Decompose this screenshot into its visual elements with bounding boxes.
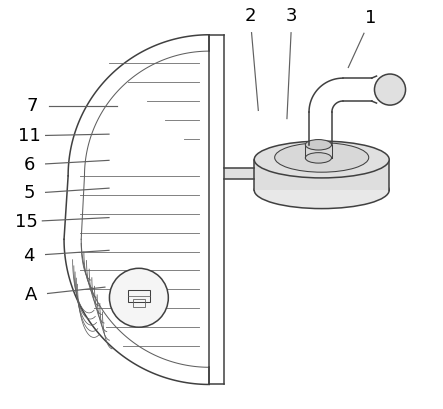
Circle shape <box>109 268 168 327</box>
Text: 6: 6 <box>23 156 35 174</box>
Text: 2: 2 <box>245 7 256 25</box>
Ellipse shape <box>254 172 389 209</box>
Ellipse shape <box>275 143 369 172</box>
Circle shape <box>374 74 405 105</box>
Text: 15: 15 <box>15 213 38 231</box>
Text: 1: 1 <box>365 9 377 27</box>
Ellipse shape <box>305 153 331 163</box>
Text: 7: 7 <box>27 97 38 115</box>
Text: 3: 3 <box>286 7 298 25</box>
Bar <box>133 299 144 307</box>
Text: 4: 4 <box>23 247 35 265</box>
Text: 5: 5 <box>23 184 35 202</box>
Text: 11: 11 <box>18 127 41 145</box>
Polygon shape <box>224 168 254 179</box>
Ellipse shape <box>305 139 331 150</box>
Ellipse shape <box>254 141 389 178</box>
Polygon shape <box>254 160 389 190</box>
Text: A: A <box>25 286 38 304</box>
Bar <box>128 290 150 302</box>
